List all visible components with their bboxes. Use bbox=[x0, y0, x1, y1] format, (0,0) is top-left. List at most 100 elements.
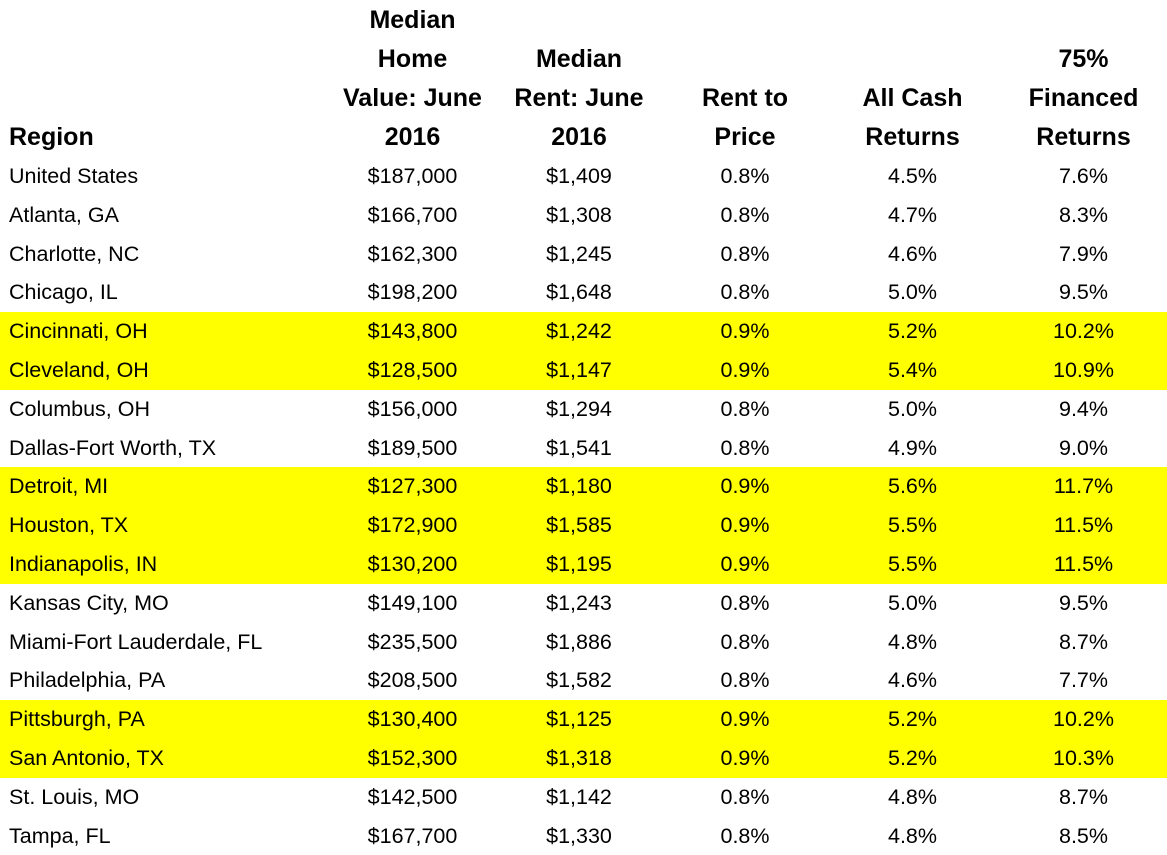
rent-cell: $1,142 bbox=[546, 784, 612, 809]
financed-returns-cell: 10.9% bbox=[1053, 358, 1114, 382]
all-cash-returns-cell: 4.6% bbox=[887, 241, 937, 266]
rent-cell: $1,242 bbox=[546, 319, 612, 344]
rent-cell: $1,409 bbox=[546, 164, 612, 188]
home-value-cell: $172,900 bbox=[367, 513, 458, 538]
column-header-line: 2016 bbox=[551, 123, 607, 151]
all-cash-returns-cell: 4.8% bbox=[887, 823, 937, 848]
rent-to-price-cell: 0.9% bbox=[720, 552, 770, 576]
table-row-highlighted: Indianapolis, IN $130,200 $1,195 0.9% 5.5% 11… bbox=[0, 545, 1167, 584]
rent-cell: $1,195 bbox=[546, 552, 612, 576]
financed-returns-cell: 11.5% bbox=[1053, 513, 1114, 538]
region-cell: Columbus, OH bbox=[9, 396, 150, 421]
all-cash-returns-cell: 5.2% bbox=[887, 319, 937, 344]
region-cell: Cleveland, OH bbox=[9, 358, 149, 382]
rent-to-price-cell: 0.8% bbox=[720, 280, 770, 305]
home-value-cell: $130,200 bbox=[367, 552, 458, 576]
rent-cell: $1,330 bbox=[546, 823, 612, 848]
region-cell: United States bbox=[9, 164, 139, 188]
financed-returns-cell: 11.5% bbox=[1053, 552, 1114, 576]
rent-cell: $1,318 bbox=[546, 746, 612, 770]
all-cash-returns-cell: 4.6% bbox=[887, 668, 937, 693]
table-row: Philadelphia, PA $208,500 $1,582 0.8% 4.6% 7.… bbox=[0, 661, 1167, 700]
rent-header: Median Rent: June 2016 bbox=[500, 0, 658, 157]
rent-to-price-cell: 0.8% bbox=[720, 202, 770, 227]
home-value-cell: $198,200 bbox=[367, 280, 458, 305]
rent-to-price-cell: 0.9% bbox=[720, 513, 770, 538]
rent-cell: $1,243 bbox=[546, 590, 612, 615]
all-cash-returns-cell: 4.8% bbox=[887, 784, 937, 809]
all-cash-returns-cell: 5.2% bbox=[887, 746, 937, 770]
home-value-cell: $167,700 bbox=[367, 823, 458, 848]
home-value-cell: $166,700 bbox=[367, 202, 458, 227]
rent-to-price-cell: 0.8% bbox=[720, 823, 770, 848]
region-cell: Chicago, IL bbox=[9, 280, 118, 305]
column-header-line: Rent to bbox=[701, 84, 789, 112]
financed-returns-cell: 9.5% bbox=[1058, 280, 1108, 305]
rent-cell: $1,541 bbox=[546, 435, 612, 460]
home-value-cell: $142,500 bbox=[367, 784, 458, 809]
home-value-cell: $156,000 bbox=[367, 396, 458, 421]
table-row: St. Louis, MO $142,500 $1,142 0.8% 4.8% 8.7% bbox=[0, 778, 1167, 817]
region-cell: Miami-Fort Lauderdale, FL bbox=[9, 629, 263, 654]
column-header-line: 2016 bbox=[384, 123, 441, 151]
rent-to-price-cell: 0.8% bbox=[720, 435, 770, 460]
column-header-line: Median bbox=[369, 6, 456, 34]
table-row: Columbus, OH $156,000 $1,294 0.8% 5.0% 9.4% bbox=[0, 390, 1167, 429]
financed-returns-cell: 7.9% bbox=[1058, 241, 1108, 266]
all-cash-returns-cell: 5.0% bbox=[887, 590, 937, 615]
table-row: Chicago, IL $198,200 $1,648 0.8% 5.0% 9.5% bbox=[0, 273, 1167, 312]
rent-to-price-cell: 0.8% bbox=[720, 396, 770, 421]
all-cash-returns-cell: 5.5% bbox=[887, 552, 937, 576]
column-header-line: Region bbox=[9, 123, 94, 151]
rent-cell: $1,582 bbox=[546, 668, 612, 693]
financed-returns-cell: 10.2% bbox=[1053, 707, 1114, 732]
table-row: Kansas City, MO $149,100 $1,243 0.8% 5.0% 9.5… bbox=[0, 584, 1167, 623]
home-value-cell: $189,500 bbox=[367, 435, 458, 460]
all-cash-returns-cell: 5.6% bbox=[887, 474, 937, 499]
rent-to-price-header: Rent to Price bbox=[665, 0, 825, 157]
region-cell: Cincinnati, OH bbox=[9, 319, 148, 344]
column-header-line: Financed bbox=[1028, 84, 1139, 112]
home-value-cell: $130,400 bbox=[367, 707, 458, 732]
region-cell: Pittsburgh, PA bbox=[9, 707, 145, 732]
financed-returns-cell: 10.2% bbox=[1053, 319, 1114, 344]
home-value-header: Median Home Value: June 2016 bbox=[330, 0, 495, 157]
rent-cell: $1,585 bbox=[546, 513, 612, 538]
rent-to-price-cell: 0.9% bbox=[720, 474, 770, 499]
column-header-line: 75% bbox=[1058, 45, 1109, 73]
table-row: Atlanta, GA $166,700 $1,308 0.8% 4.7% 8.3% bbox=[0, 196, 1167, 235]
financed-returns-cell: 10.3% bbox=[1053, 746, 1114, 770]
table-row: United States $187,000 $1,409 0.8% 4.5% 7.6% bbox=[0, 157, 1167, 196]
financed-returns-cell: 9.5% bbox=[1058, 590, 1108, 615]
rent-cell: $1,125 bbox=[546, 707, 612, 732]
table-row: Miami-Fort Lauderdale, FL $235,500 $1,886 0… bbox=[0, 623, 1167, 662]
region-cell: Houston, TX bbox=[9, 513, 129, 538]
column-header-line: Median bbox=[535, 45, 623, 73]
table-row: Dallas-Fort Worth, TX $189,500 $1,541 0.8% 4… bbox=[0, 429, 1167, 468]
home-value-cell: $162,300 bbox=[367, 241, 458, 266]
rent-to-price-cell: 0.9% bbox=[720, 707, 770, 732]
column-header-line: Price bbox=[714, 123, 776, 151]
rent-to-price-cell: 0.8% bbox=[720, 590, 770, 615]
column-header-line: Returns bbox=[1036, 123, 1131, 151]
all-cash-returns-header: All Cash Returns bbox=[830, 0, 995, 157]
all-cash-returns-cell: 4.5% bbox=[887, 164, 937, 188]
all-cash-returns-cell: 4.9% bbox=[887, 435, 937, 460]
region-header: Region bbox=[9, 0, 329, 157]
rent-to-price-cell: 0.8% bbox=[720, 164, 770, 188]
rent-cell: $1,147 bbox=[546, 358, 612, 382]
region-cell: Atlanta, GA bbox=[9, 202, 119, 227]
rent-to-price-cell: 0.8% bbox=[720, 241, 770, 266]
home-value-cell: $128,500 bbox=[367, 358, 458, 382]
financed-returns-cell: 9.0% bbox=[1058, 435, 1108, 460]
table-row-highlighted: Cincinnati, OH $143,800 $1,242 0.9% 5.2% 10.2… bbox=[0, 312, 1167, 351]
home-value-cell: $127,300 bbox=[367, 474, 458, 499]
region-cell: Indianapolis, IN bbox=[9, 552, 158, 576]
region-cell: Tampa, FL bbox=[9, 823, 111, 848]
home-value-cell: $235,500 bbox=[367, 629, 458, 654]
table-row-highlighted: Cleveland, OH $128,500 $1,147 0.9% 5.4% 10.9% bbox=[0, 351, 1167, 390]
column-header-line: Value: June bbox=[343, 84, 482, 112]
all-cash-returns-cell: 5.0% bbox=[887, 396, 937, 421]
region-cell: Dallas-Fort Worth, TX bbox=[9, 435, 217, 460]
